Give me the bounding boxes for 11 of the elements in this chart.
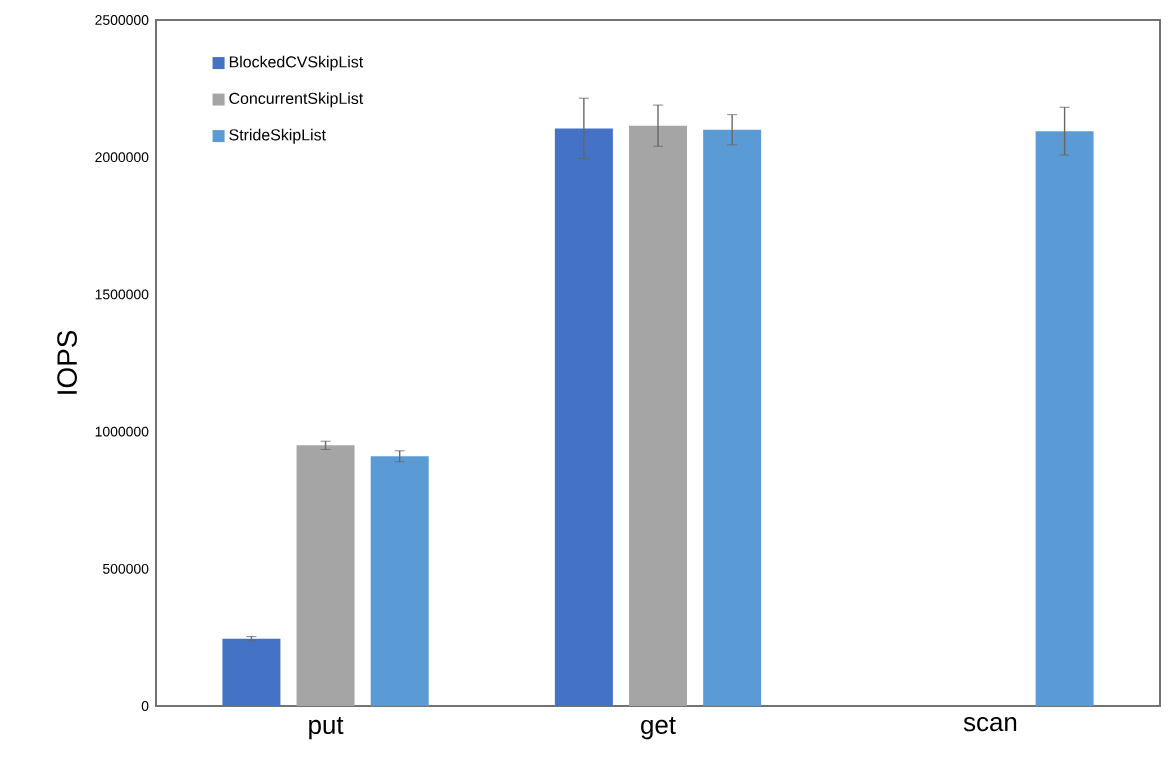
bar xyxy=(370,456,429,706)
x-tick-label: scan xyxy=(963,717,1017,732)
bar xyxy=(1035,131,1094,706)
x-tick-label: put xyxy=(309,717,344,740)
bar xyxy=(554,128,613,706)
y-axis-title: IOPS xyxy=(57,330,77,394)
bar xyxy=(222,638,281,706)
x-tick-label: get xyxy=(641,717,676,740)
bar xyxy=(703,129,762,706)
bar xyxy=(629,125,688,706)
bar xyxy=(296,445,355,706)
